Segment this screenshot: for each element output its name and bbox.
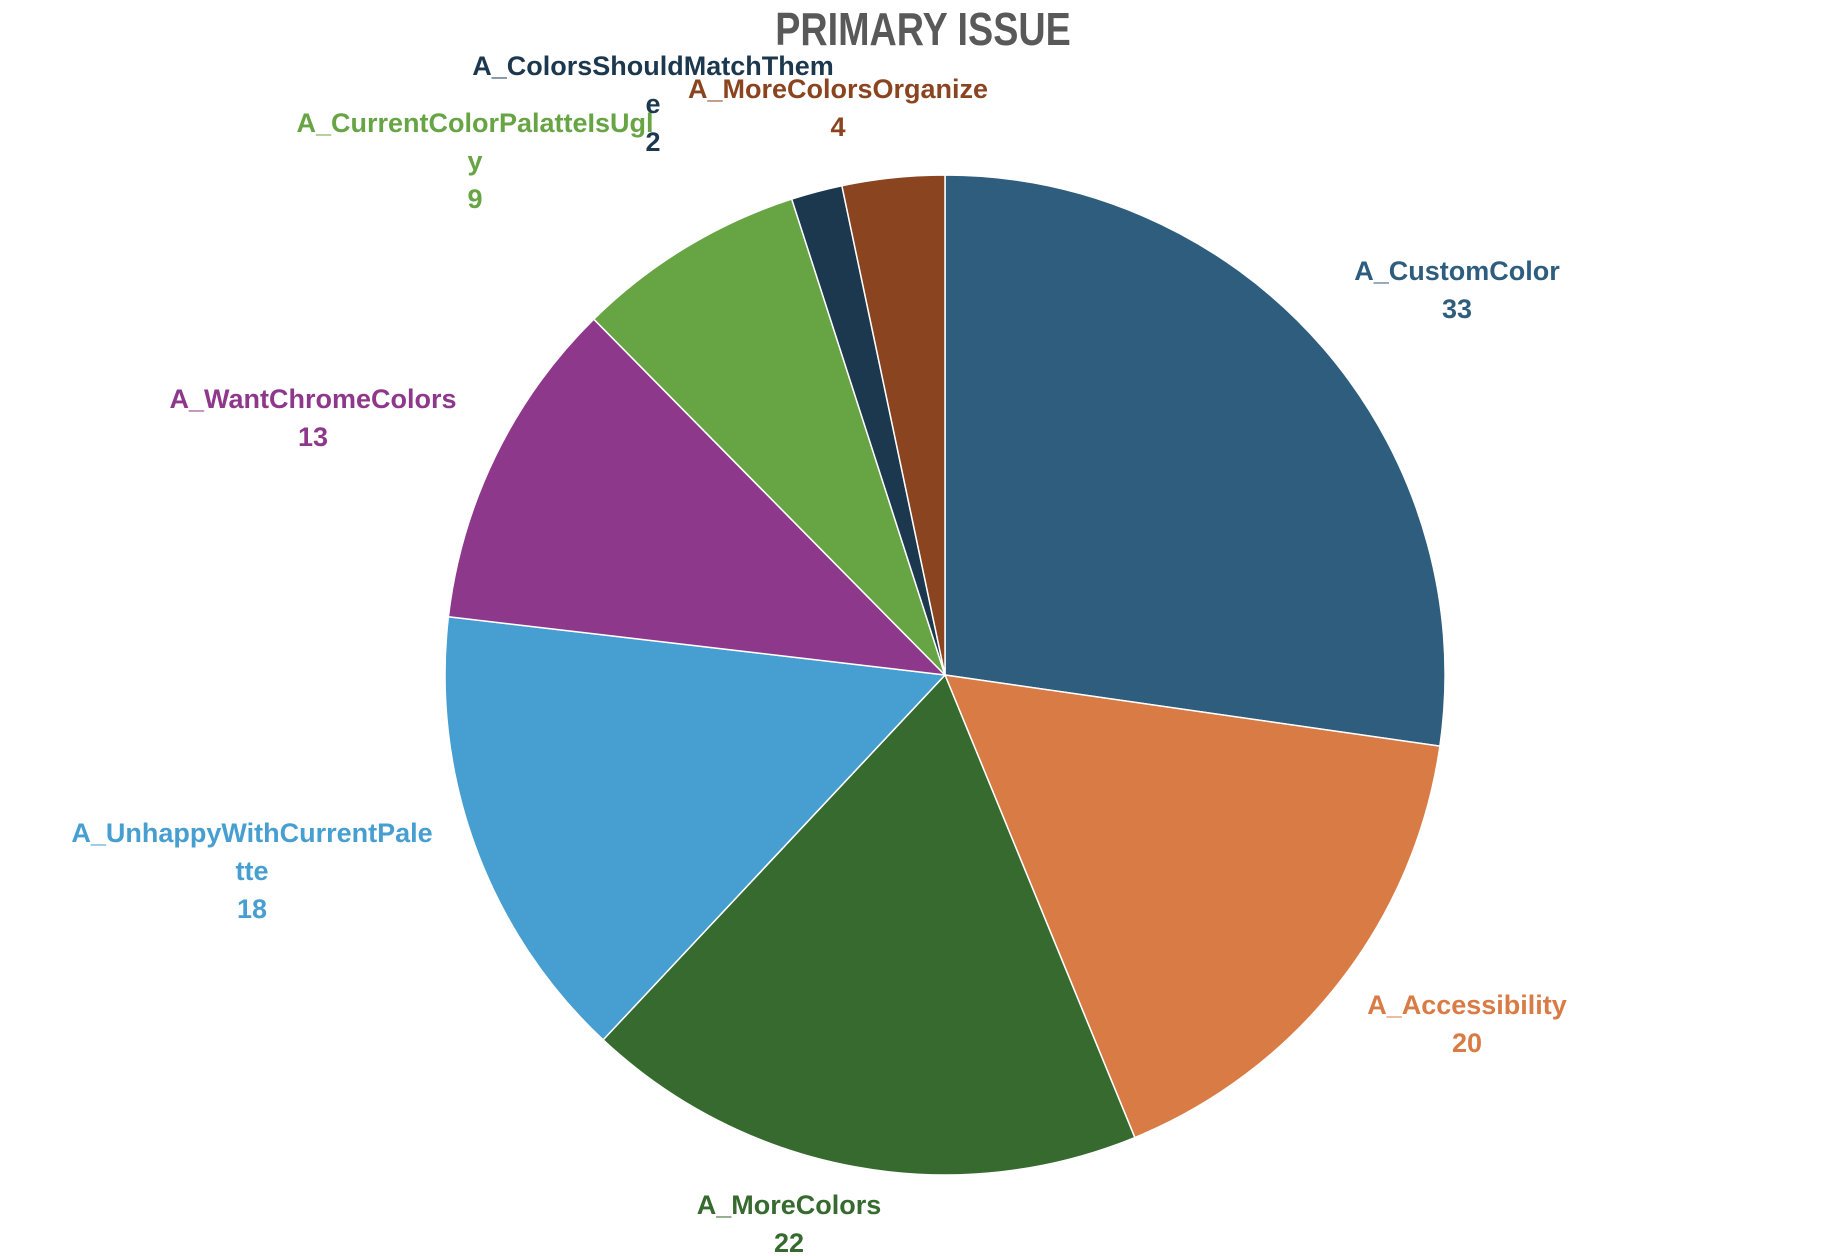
data-label-a-customcolor: A_CustomColor 33 (1354, 256, 1560, 324)
pie-slices (444, 174, 1446, 1176)
pie-slice-a-morecolorsorganize (841, 174, 946, 676)
data-label-value: 20 (1452, 1028, 1482, 1058)
pie-slice-a-wantchromecolors (447, 318, 948, 676)
data-label-category: A_ColorsShouldMatchThem (472, 51, 834, 81)
data-label-category: y (467, 146, 482, 176)
data-label-value: 13 (298, 422, 328, 452)
pie-slice-a-currentcolorpalatteisugly (592, 198, 946, 676)
pie-slice-a-customcolor (944, 174, 1446, 748)
data-label-a-accessibility: A_Accessibility 20 (1367, 990, 1567, 1058)
data-label-a-morecolorsorganize: A_MoreColorsOrganize 4 (688, 74, 988, 142)
data-label-category: tte (236, 856, 269, 886)
data-label-category: e (645, 89, 660, 119)
data-label-category: A_WantChromeColors (169, 384, 456, 414)
data-label-a-morecolors: A_MoreColors 22 (697, 1190, 882, 1256)
data-label-category: A_CurrentColorPalatteIsUgl (296, 108, 653, 138)
data-label-value: 18 (237, 894, 267, 924)
data-label-category: A_UnhappyWithCurrentPale (71, 818, 432, 848)
data-label-value: 33 (1442, 294, 1472, 324)
data-label-value: 22 (774, 1228, 804, 1256)
data-label-category: A_Accessibility (1367, 990, 1567, 1020)
pie-slice-a-morecolors (602, 673, 1136, 1176)
data-label-category: A_CustomColor (1354, 256, 1560, 286)
pie-data-labels: A_CustomColor 33 A_Accessibility 20 A_MoreCo… (71, 51, 1566, 1256)
chart-title: PRIMARY ISSUE (775, 3, 1071, 55)
data-label-a-wantchromecolors: A_WantChromeColors 13 (169, 384, 456, 452)
data-label-value: 2 (645, 127, 660, 157)
data-label-value: 4 (830, 112, 845, 142)
data-label-value: 9 (467, 184, 482, 214)
pie-slice-a-accessibility (943, 674, 1441, 1139)
pie-slice-a-unhappywithcurrentpalette (444, 615, 947, 1041)
data-label-category: A_MoreColorsOrganize (688, 74, 988, 104)
data-label-category: A_MoreColors (697, 1190, 882, 1220)
